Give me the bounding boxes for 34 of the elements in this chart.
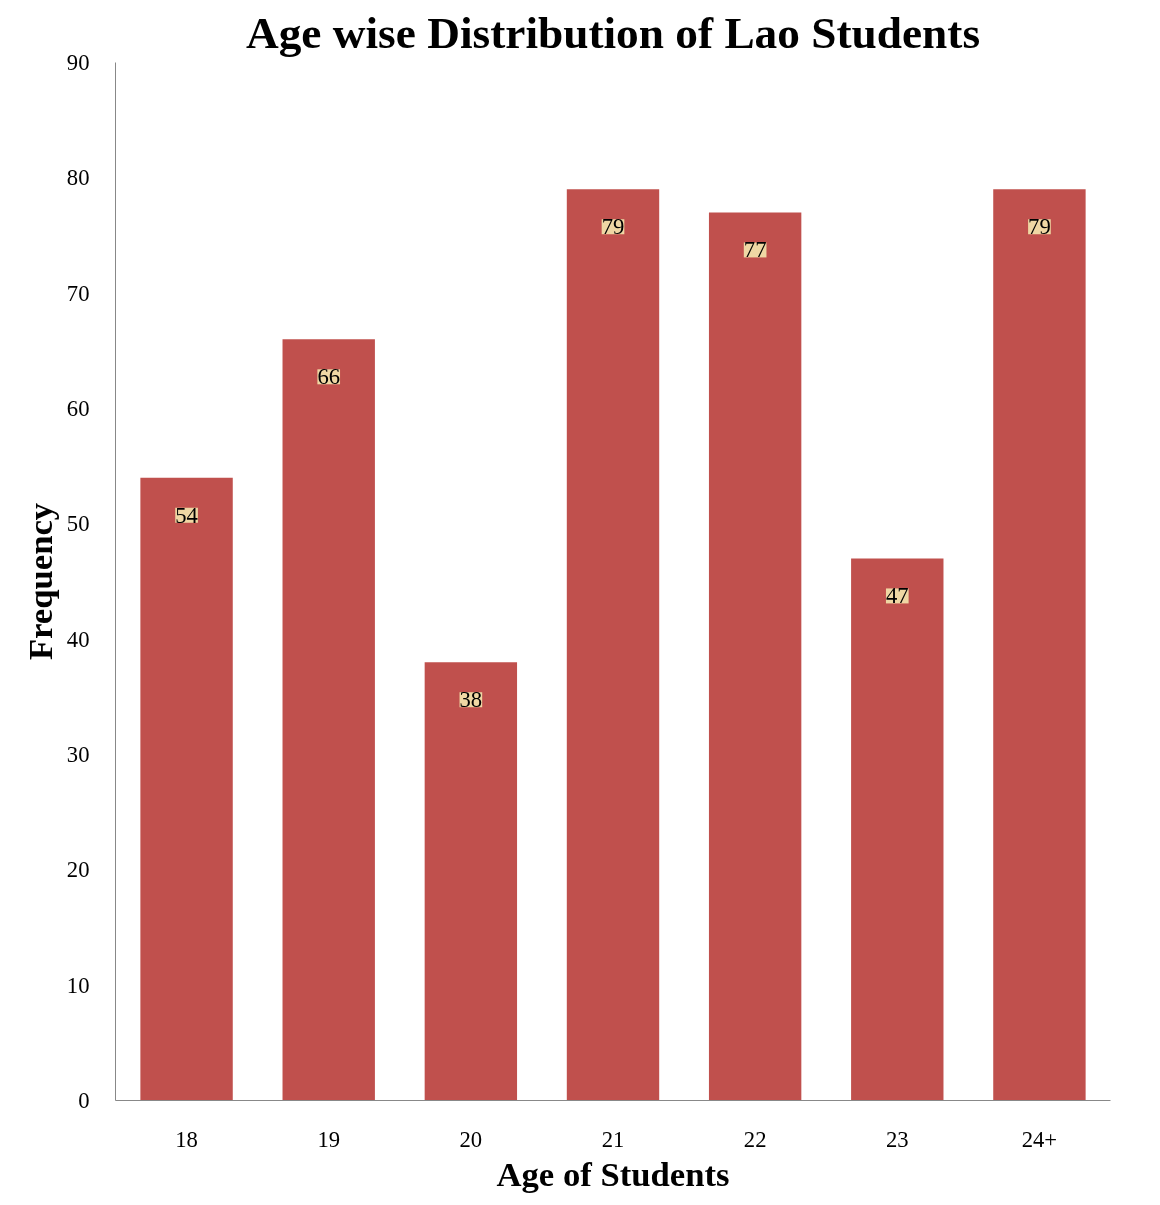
- data-label: 79: [1028, 214, 1051, 240]
- x-tick-label: 23: [885, 1126, 909, 1152]
- x-tick-label: 22: [743, 1126, 767, 1152]
- x-axis-title: Age of Students: [496, 1154, 730, 1193]
- y-tick-label: 90: [66, 50, 90, 75]
- chart-title: Age wise Distribution of Lao Students: [245, 7, 981, 58]
- bar: [140, 477, 233, 1101]
- data-label: 47: [885, 583, 909, 609]
- y-axis-title: Frequency: [20, 502, 59, 661]
- y-tick-label: 0: [78, 1088, 90, 1113]
- bar: [282, 339, 375, 1101]
- data-label: 54: [175, 502, 198, 528]
- data-label: 79: [601, 214, 625, 240]
- x-tick-label: 20: [459, 1126, 483, 1152]
- y-tick-label: 60: [66, 396, 90, 421]
- y-tick-label: 50: [66, 511, 90, 537]
- y-tick-label: 80: [66, 165, 90, 191]
- y-tick-label: 10: [66, 972, 90, 998]
- bar: [566, 189, 660, 1101]
- data-label: 38: [459, 687, 483, 713]
- bar: [708, 212, 802, 1101]
- x-tick-label: 19: [317, 1126, 341, 1152]
- bar: [993, 189, 1086, 1101]
- data-label: 77: [743, 237, 767, 263]
- bar: [424, 662, 518, 1101]
- y-tick-label: 70: [66, 280, 90, 306]
- bar: [851, 558, 944, 1101]
- y-tick-label: 40: [66, 626, 90, 652]
- y-tick-label: 30: [66, 742, 90, 767]
- x-tick-label: 24+: [1021, 1126, 1058, 1152]
- x-tick-label: 18: [175, 1126, 198, 1152]
- y-tick-label: 20: [66, 857, 90, 883]
- x-tick-label: 21: [601, 1126, 625, 1152]
- data-label: 66: [317, 364, 341, 390]
